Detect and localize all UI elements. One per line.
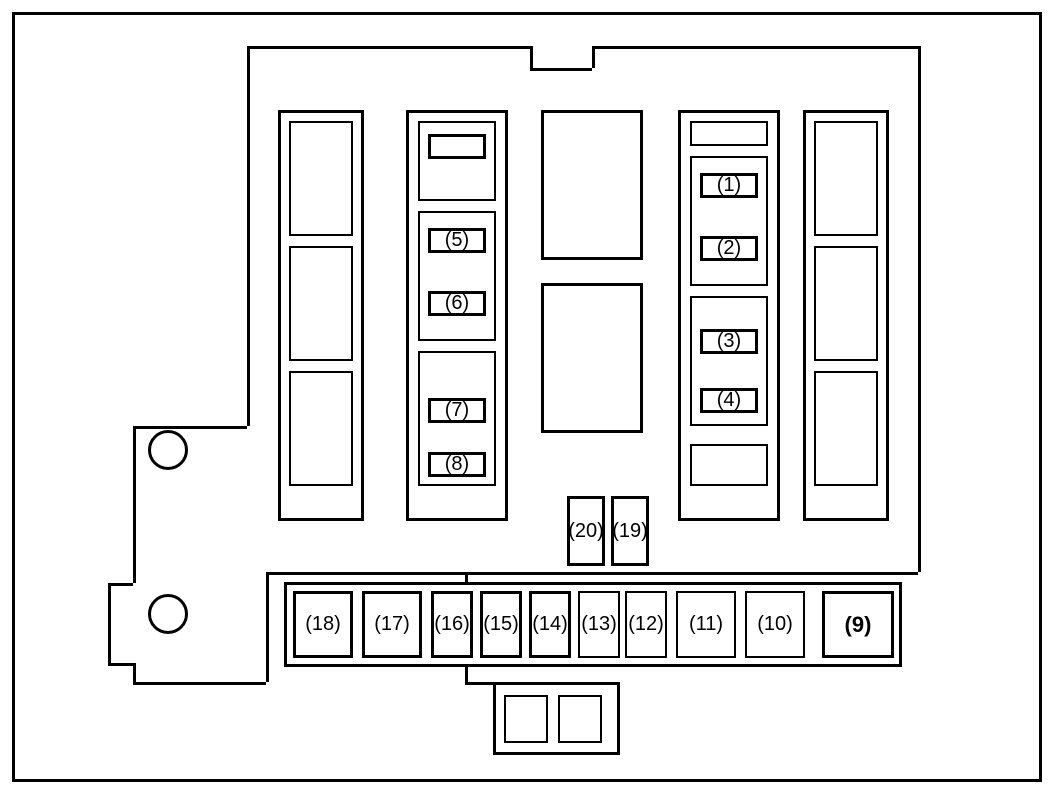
panel-outline-segment [918, 46, 921, 572]
panel-outline-segment [530, 68, 592, 71]
mounting-hole [148, 430, 188, 470]
fuse-slot: (9) [822, 591, 894, 658]
panel-outline-segment [592, 46, 595, 68]
fuse-slot: (12) [625, 591, 667, 658]
fuse-slot: (11) [676, 591, 736, 658]
panel-outline-segment [108, 583, 111, 663]
panel-outline-segment [617, 682, 620, 752]
panel-rect [289, 371, 353, 486]
panel-outline-segment [266, 572, 269, 682]
panel-outline-segment [133, 426, 247, 429]
panel-outline-segment [493, 682, 496, 752]
fuse-slot: (14) [529, 591, 571, 658]
panel-outline-segment [266, 572, 465, 575]
fuse-slot: (1) [700, 173, 758, 198]
panel-rect [428, 134, 486, 159]
fuse-slot: (17) [362, 591, 422, 658]
panel-outline-segment [133, 682, 266, 685]
panel-rect [418, 121, 496, 201]
panel-rect [541, 283, 643, 433]
panel-outline-segment [247, 46, 250, 426]
fuse-slot: (5) [428, 228, 486, 253]
fuse-slot: (4) [700, 388, 758, 413]
mounting-hole [148, 594, 188, 634]
panel-rect [814, 121, 878, 236]
panel-rect [541, 110, 643, 260]
panel-outline-segment [530, 46, 533, 68]
fuse-slot: (19) [611, 496, 649, 566]
fuse-slot: (18) [293, 591, 353, 658]
fuse-slot: (2) [700, 236, 758, 261]
panel-outline-segment [133, 663, 136, 682]
panel-outline-segment [493, 752, 620, 755]
panel-rect [289, 121, 353, 236]
fuse-slot: (6) [428, 291, 486, 316]
panel-outline-segment [108, 663, 133, 666]
fuse-slot: (3) [700, 329, 758, 354]
panel-outline-segment [247, 46, 530, 49]
panel-rect [558, 695, 602, 743]
fuse-slot: (20) [567, 496, 605, 566]
panel-outline-segment [133, 426, 136, 583]
panel-rect [814, 246, 878, 361]
fuse-slot: (10) [745, 591, 805, 658]
panel-outline-segment [108, 583, 133, 586]
fuse-slot: (8) [428, 452, 486, 477]
panel-rect [814, 371, 878, 486]
panel-rect [504, 695, 548, 743]
panel-rect [690, 444, 768, 486]
fuse-slot: (13) [578, 591, 620, 658]
diagram-canvas: (5) (6) (7) (8) (1) (2) (3) (4) (20)(19) (18)(17)… [0, 0, 1054, 794]
fuse-slot: (7) [428, 398, 486, 423]
panel-outline-segment [465, 682, 617, 685]
fuse-slot: (15) [480, 591, 522, 658]
panel-rect [690, 121, 768, 146]
fuse-slot: (16) [431, 591, 473, 658]
panel-outline-segment [465, 572, 918, 575]
panel-outline-segment [592, 46, 918, 49]
panel-rect [289, 246, 353, 361]
